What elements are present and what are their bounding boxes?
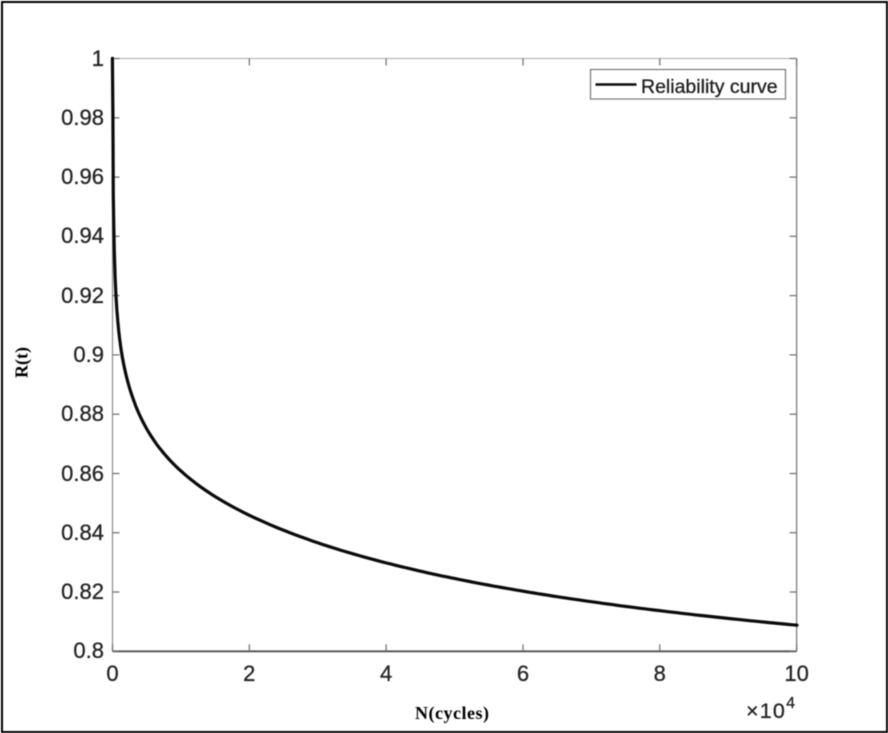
svg-text:Reliability curve: Reliability curve bbox=[641, 76, 778, 98]
